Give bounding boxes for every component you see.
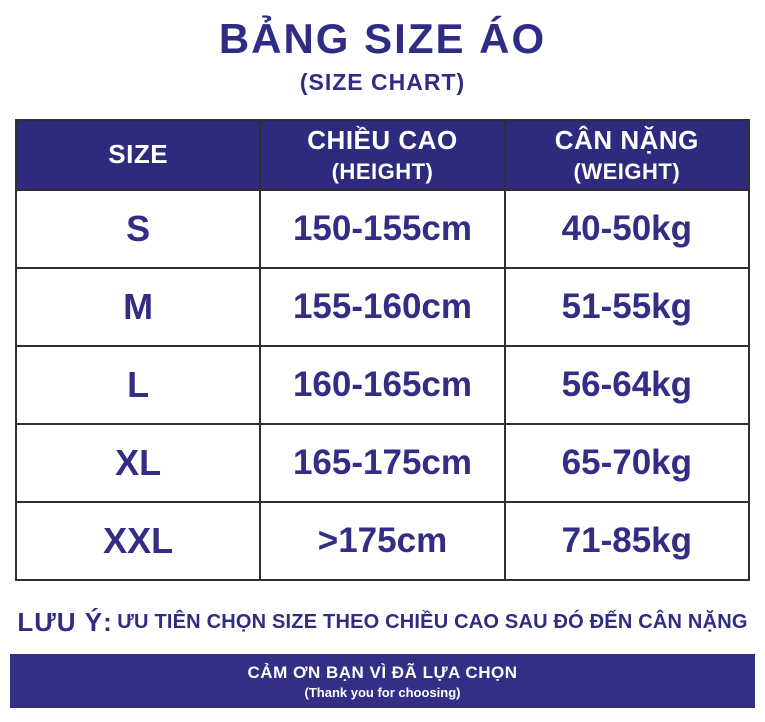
cell-size: L — [14, 345, 262, 426]
table-row: S 150-155cm 40-50kg — [14, 189, 751, 270]
note-text-content: ƯU TIÊN CHỌN SIZE THEO CHIỀU CAO SAU ĐÓ … — [117, 611, 748, 634]
cell-height: >175cm — [259, 501, 506, 582]
size-chart-table: SIZE CHIỀU CAO (HEIGHT) CÂN NẶNG (WEIGHT… — [14, 119, 751, 582]
cell-weight: 56-64kg — [503, 345, 751, 426]
table-row: L 160-165cm 56-64kg — [14, 345, 751, 426]
header-cell-weight: CÂN NẶNG (WEIGHT) — [503, 119, 751, 192]
cell-height: 165-175cm — [259, 423, 506, 504]
header-label-height: CHIỀU CAO — [307, 125, 458, 156]
note-text: ƯU TIÊN CHỌN SIZE THEO CHIỀU CAO SAU ĐÓ … — [117, 611, 747, 633]
page-subtitle: (SIZE CHART) — [299, 69, 466, 96]
cell-height: 155-160cm — [259, 267, 506, 348]
cell-weight: 65-70kg — [503, 423, 751, 504]
cell-weight: 51-55kg — [503, 267, 751, 348]
cell-height: 160-165cm — [259, 345, 506, 426]
header-label-size: SIZE — [108, 139, 169, 170]
footer-thankyou-vi: CẢM ƠN BẠN VÌ ĐÃ LỰA CHỌN — [247, 662, 518, 682]
cell-size: XL — [14, 423, 262, 504]
cell-weight: 71-85kg — [503, 501, 751, 582]
header-cell-size: SIZE — [14, 119, 262, 192]
header-sublabel-height: (HEIGHT) — [331, 158, 434, 184]
cell-size: S — [14, 189, 262, 270]
page-title: BẢNG SIZE ÁO — [218, 15, 547, 62]
footer-bar: CẢM ƠN BẠN VÌ ĐÃ LỰA CHỌN (Thank you for… — [10, 654, 755, 709]
note: LƯU Ý: ƯU TIÊN CHỌN SIZE THEO CHIỀU CAO … — [0, 607, 765, 638]
header-cell-height: CHIỀU CAO (HEIGHT) — [259, 119, 506, 192]
cell-size: M — [14, 267, 262, 348]
cell-size: XXL — [14, 501, 262, 582]
header-label-weight: CÂN NẶNG — [554, 125, 699, 156]
cell-height: 150-155cm — [259, 189, 506, 270]
table-row: XL 165-175cm 65-70kg — [14, 423, 751, 504]
table-row: XXL >175cm 71-85kg — [14, 501, 751, 582]
table-header-row: SIZE CHIỀU CAO (HEIGHT) CÂN NẶNG (WEIGHT… — [14, 119, 751, 192]
cell-weight: 40-50kg — [503, 189, 751, 270]
table-row: M 155-160cm 51-55kg — [14, 267, 751, 348]
footer-thankyou-en: (Thank you for choosing) — [304, 684, 461, 700]
note-label: LƯU Ý: — [17, 607, 113, 638]
header-sublabel-weight: (WEIGHT) — [573, 158, 681, 184]
